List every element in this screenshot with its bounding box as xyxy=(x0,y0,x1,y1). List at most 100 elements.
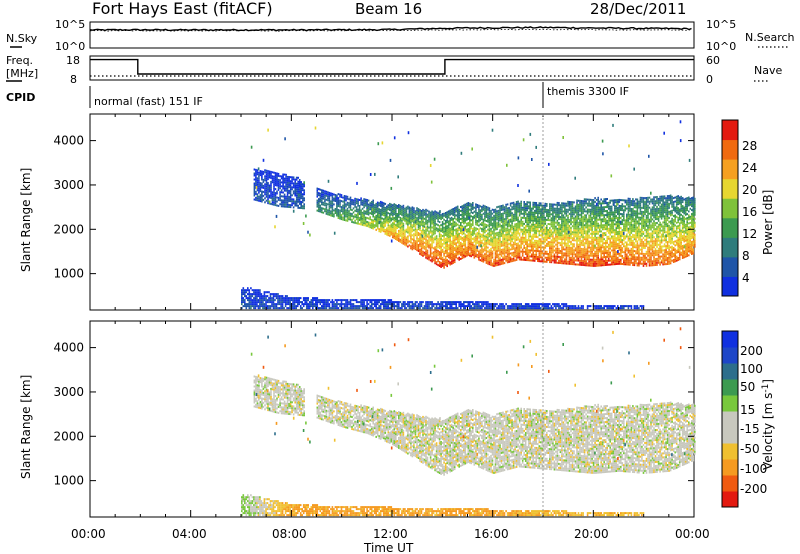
echo-cell xyxy=(517,245,519,247)
echo-cell xyxy=(563,256,565,258)
echo-cell xyxy=(434,210,436,212)
echo-cell xyxy=(536,244,538,246)
echo-cell xyxy=(622,257,624,259)
echo-cell xyxy=(564,245,566,247)
echo-cell xyxy=(436,241,438,243)
echo-cell xyxy=(594,207,596,209)
echo-cell xyxy=(462,225,464,227)
echo-cell xyxy=(520,203,522,205)
echo-cell xyxy=(483,233,485,235)
echo-cell xyxy=(495,251,497,253)
echo-cell xyxy=(431,256,433,258)
echo-cell xyxy=(457,240,459,242)
echo-cell xyxy=(582,248,584,250)
echo-cell xyxy=(594,209,596,211)
echo-cell xyxy=(635,212,637,214)
echo-cell xyxy=(258,188,260,190)
echo-cell xyxy=(514,235,516,237)
echo-cell xyxy=(375,229,377,231)
echo-cell xyxy=(558,262,560,264)
echo-cell xyxy=(620,233,622,235)
echo-cell xyxy=(620,261,622,263)
echo-cell xyxy=(478,209,480,211)
echo-cell xyxy=(510,219,512,221)
echo-cell xyxy=(517,227,519,229)
echo-cell xyxy=(446,243,448,245)
echo-cell xyxy=(608,216,610,218)
echo-cell xyxy=(575,212,577,214)
echo-cell xyxy=(401,210,403,212)
echo-cell xyxy=(514,215,516,217)
echo-cell xyxy=(385,223,387,225)
echo-cell xyxy=(477,232,479,234)
echo-cell xyxy=(281,175,283,177)
echo-cell xyxy=(536,250,538,252)
echo-cell xyxy=(302,189,304,191)
echo-cell xyxy=(471,207,473,209)
echo-cell xyxy=(412,220,414,222)
echo-cell xyxy=(451,245,453,247)
echo-cell xyxy=(428,243,430,245)
echo-cell xyxy=(386,232,388,234)
echo-cell xyxy=(445,256,447,258)
echo-cell xyxy=(511,248,513,250)
echo-cell xyxy=(449,248,451,250)
echo-cell xyxy=(579,200,581,202)
echo-cell xyxy=(418,210,420,212)
beam-label: Beam 16 xyxy=(355,0,422,18)
echo-cell xyxy=(516,251,518,253)
echo-cell xyxy=(563,236,565,238)
echo-cell xyxy=(297,185,299,187)
echo-cell xyxy=(504,250,506,252)
echo-cell xyxy=(357,219,359,221)
echo-cell xyxy=(513,238,515,240)
echo-cell xyxy=(282,203,284,205)
echo-cell xyxy=(285,186,287,188)
echo-cell xyxy=(614,263,616,265)
echo-cell xyxy=(534,228,536,230)
echo-cell xyxy=(581,226,583,228)
echo-cell xyxy=(419,245,421,247)
echo-cell xyxy=(606,230,608,232)
echo-cell xyxy=(531,226,533,228)
echo-cell xyxy=(294,193,296,195)
echo-cell xyxy=(567,241,569,243)
echo-cell xyxy=(458,249,460,251)
echo-cell xyxy=(501,207,503,209)
echo-cell xyxy=(341,208,343,210)
echo-cell xyxy=(372,202,374,204)
echo-cell xyxy=(400,207,402,209)
echo-cell xyxy=(406,219,408,221)
echo-cell xyxy=(529,249,531,251)
echo-cell xyxy=(619,211,621,213)
echo-cell xyxy=(451,217,453,219)
echo-cell xyxy=(579,232,581,234)
echo-cell xyxy=(638,261,640,263)
echo-cell xyxy=(359,205,361,207)
echo-cell xyxy=(558,238,560,240)
echo-cell xyxy=(288,184,290,186)
echo-cell xyxy=(510,249,512,251)
echo-cell xyxy=(590,205,592,207)
echo-cell xyxy=(578,254,580,256)
echo-cell xyxy=(468,252,470,254)
echo-cell xyxy=(510,259,512,261)
echo-cell xyxy=(348,212,350,214)
echo-cell xyxy=(335,212,337,214)
echo-cell xyxy=(573,207,575,209)
echo-cell xyxy=(336,211,338,213)
echo-cell xyxy=(469,205,471,207)
echo-cell xyxy=(356,222,358,224)
echo-cell xyxy=(270,175,272,177)
echo-cell xyxy=(632,236,634,238)
echo-cell xyxy=(496,256,498,258)
echo-cell xyxy=(446,245,448,247)
echo-cell xyxy=(501,219,503,221)
echo-cell xyxy=(546,219,548,221)
echo-cell xyxy=(415,246,417,248)
echo-cell xyxy=(555,236,557,238)
echo-cell xyxy=(421,222,423,224)
echo-cell xyxy=(427,236,429,238)
echo-cell xyxy=(449,210,451,212)
echo-cell xyxy=(413,237,415,239)
